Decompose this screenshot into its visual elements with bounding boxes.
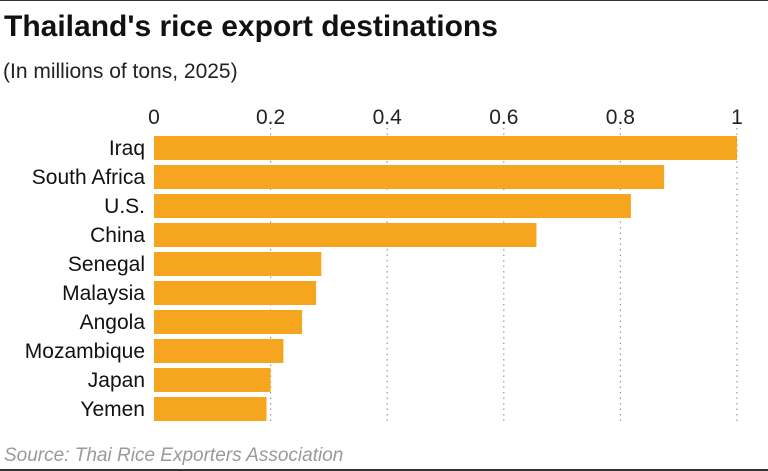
bar-iraq — [154, 136, 737, 160]
tick-label-5: 1 — [731, 106, 743, 129]
tick-label-2: 0.4 — [373, 106, 403, 129]
chart-subtitle: (In millions of tons, 2025) — [3, 60, 238, 83]
bar-u-s — [154, 194, 631, 218]
bar-china — [154, 223, 537, 247]
tick-label-1: 0.2 — [256, 106, 285, 129]
category-label: Angola — [80, 311, 146, 334]
bar-angola — [154, 310, 303, 334]
category-label: Japan — [88, 369, 145, 392]
category-label: Mozambique — [25, 340, 145, 363]
category-label: China — [90, 224, 145, 247]
category-labels: Iraq South Africa U.S. China Senegal Malaysia… — [25, 137, 146, 421]
category-label: Senegal — [68, 253, 145, 276]
top-divider — [0, 0, 768, 1]
bar-mozambique — [154, 339, 284, 363]
category-label: South Africa — [32, 166, 146, 189]
bar-yemen — [154, 397, 267, 421]
bar-south-africa — [154, 165, 665, 189]
tick-label-3: 0.6 — [489, 106, 518, 129]
source-note: Source: Thai Rice Exporters Association — [4, 445, 344, 466]
bottom-divider — [0, 469, 768, 471]
tick-label-0: 0 — [148, 106, 160, 129]
x-axis-ticks: 0 0.2 0.4 0.6 0.8 1 — [148, 106, 743, 129]
bars — [154, 136, 737, 421]
chart-title: Thailand's rice export destinations — [4, 10, 498, 43]
category-label: Iraq — [109, 137, 145, 160]
category-label: Malaysia — [62, 282, 145, 305]
bar-japan — [154, 368, 271, 392]
tick-label-4: 0.8 — [606, 106, 635, 129]
category-label: Yemen — [80, 398, 145, 421]
bar-senegal — [154, 252, 322, 276]
category-label: U.S. — [104, 195, 145, 218]
bar-malaysia — [154, 281, 317, 305]
